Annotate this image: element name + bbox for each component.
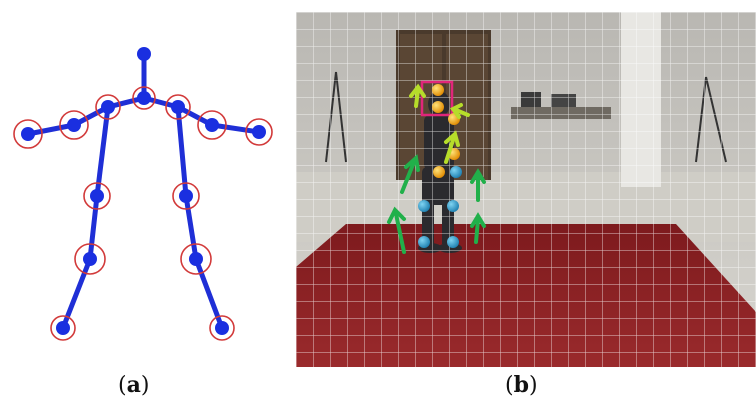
bone-right-torso xyxy=(175,104,189,199)
skeleton-diagram xyxy=(13,47,273,341)
joint-head xyxy=(137,47,151,61)
joint-left-hand xyxy=(21,127,35,141)
joint-left-shoulder xyxy=(101,100,115,114)
orange-joints xyxy=(432,84,460,178)
bone-left-shin xyxy=(60,256,93,331)
grid-overlay xyxy=(296,12,756,367)
bone-left-thigh xyxy=(87,193,100,262)
bone-right-shin xyxy=(193,256,225,331)
joint-left-hip xyxy=(90,189,104,203)
panel-b-photo xyxy=(296,12,756,367)
joint-right-foot xyxy=(215,321,229,335)
joint-right-shoulder xyxy=(171,100,185,114)
bone-left-forearm xyxy=(25,122,77,137)
joint-neck xyxy=(137,91,151,105)
head-box xyxy=(420,80,454,117)
motion-capture-scene xyxy=(296,12,756,367)
joint-right-knee xyxy=(189,252,203,266)
joint-left-knee xyxy=(83,252,97,266)
caption-b: (b) xyxy=(505,372,538,398)
bone-right-forearm xyxy=(209,122,262,135)
bone-right-thigh xyxy=(183,193,199,262)
joint-right-hip xyxy=(179,189,193,203)
joint-left-elbow xyxy=(67,118,81,132)
motion-arrows xyxy=(387,83,486,254)
panel-a-skeleton xyxy=(0,0,290,360)
joint-right-elbow xyxy=(205,118,219,132)
caption-a: (a) xyxy=(118,372,150,398)
caption-b-letter: b xyxy=(513,372,529,398)
bone-left-torso xyxy=(94,104,111,199)
joints xyxy=(21,47,266,335)
joint-right-hand xyxy=(252,125,266,139)
cyan-joints xyxy=(418,166,462,248)
caption-a-letter: a xyxy=(126,372,141,398)
joint-left-foot xyxy=(56,321,70,335)
joint-rings xyxy=(13,86,273,341)
